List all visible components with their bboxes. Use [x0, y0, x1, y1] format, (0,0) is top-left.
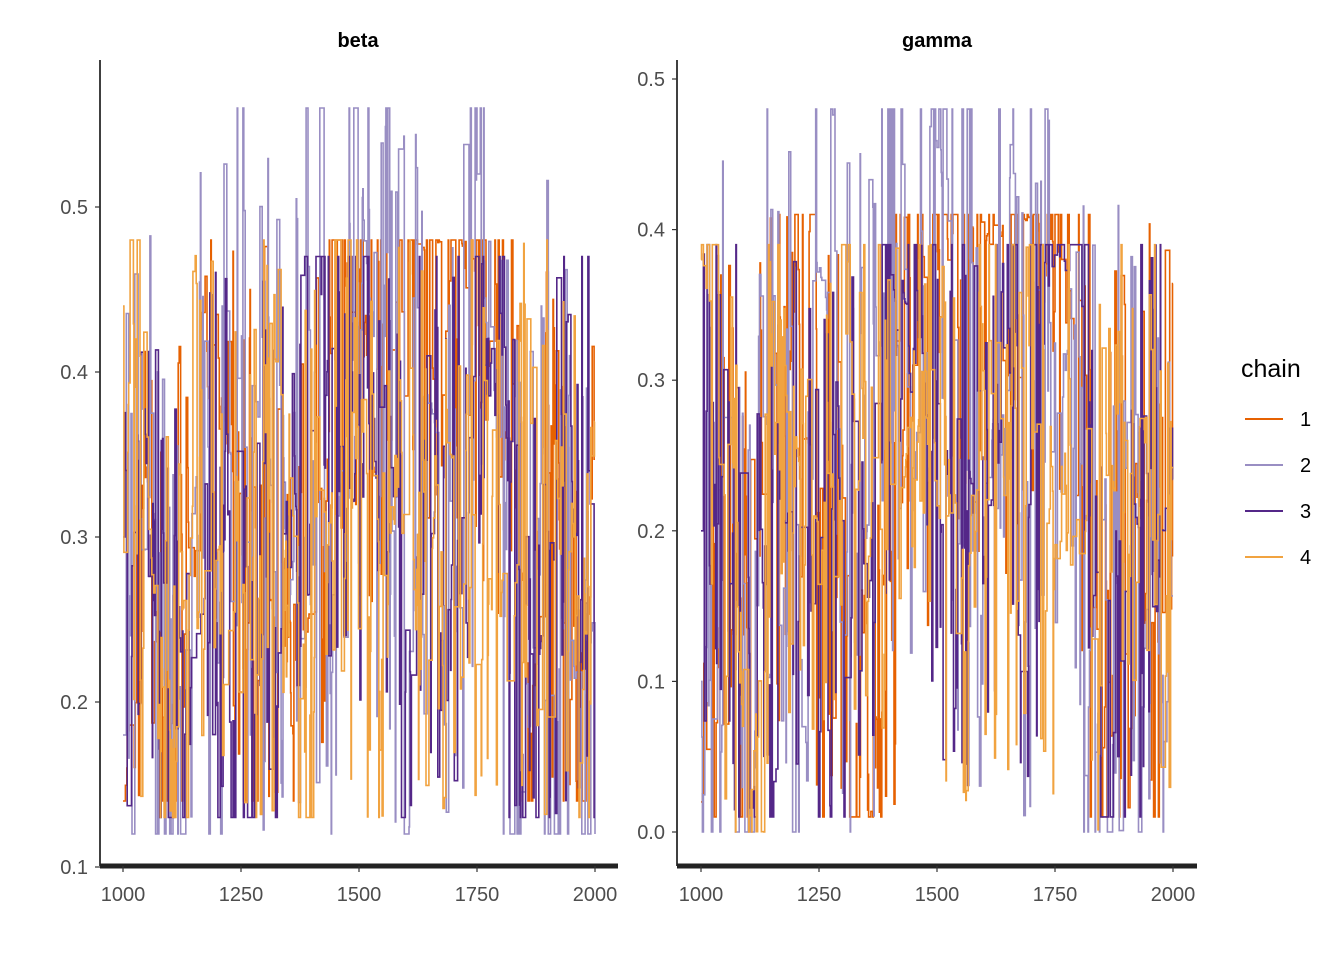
y-tick-label: 0.3	[637, 370, 665, 392]
legend-label-chain-1: 1	[1300, 409, 1311, 431]
x-tick-label: 1750	[1033, 884, 1078, 906]
legend-title: chain	[1241, 355, 1301, 383]
series-line-chain-4	[700, 243, 1173, 833]
x-tick-label: 1500	[915, 884, 960, 906]
x-tick-label: 1000	[679, 884, 724, 906]
y-tick-label: 0.5	[60, 197, 88, 219]
panel-gamma: gamma 0.0 0.1 0.2 0.3 0.4 0.5 1000 1250 1500 1750…	[637, 30, 1197, 906]
y-tick-label: 0.0	[637, 822, 665, 844]
y-tick-label: 0.1	[60, 857, 88, 879]
y-tick-label: 0.4	[60, 362, 88, 384]
x-tick-label: 2000	[573, 884, 618, 906]
series-line-chain-4	[123, 239, 596, 819]
x-tick-label: 2000	[1151, 884, 1196, 906]
legend: chain 1 2 3 4	[1241, 355, 1311, 569]
x-tick-label: 1250	[797, 884, 842, 906]
series-layer-beta	[123, 107, 596, 835]
legend-items: 1 2 3 4	[1245, 409, 1311, 569]
y-tick-label: 0.4	[637, 220, 665, 242]
y-tick-label: 0.2	[60, 692, 88, 714]
y-tick-label: 0.1	[637, 671, 665, 693]
y-tick-label: 0.5	[637, 69, 665, 91]
x-tick-label: 1500	[337, 884, 382, 906]
x-tick-label: 1250	[219, 884, 264, 906]
panel-beta: beta 0.1 0.2 0.3 0.4 0.5 1000 1250 1500 1750 2000	[60, 30, 618, 906]
panel-title-beta: beta	[337, 30, 379, 52]
legend-label-chain-2: 2	[1300, 455, 1311, 477]
panel-title-gamma: gamma	[902, 30, 973, 52]
y-tick-label: 0.3	[60, 527, 88, 549]
x-tick-label: 1750	[455, 884, 500, 906]
axes-layer-beta: 0.1 0.2 0.3 0.4 0.5 1000 1250 1500 1750 2000	[60, 60, 618, 906]
legend-label-chain-4: 4	[1300, 547, 1311, 569]
axes-layer-gamma: 0.0 0.1 0.2 0.3 0.4 0.5 1000 1250 1500 1750 2000	[637, 60, 1197, 906]
y-tick-label: 0.2	[637, 521, 665, 543]
legend-label-chain-3: 3	[1300, 501, 1311, 523]
x-tick-label: 1000	[101, 884, 146, 906]
series-layer-gamma	[700, 108, 1174, 833]
